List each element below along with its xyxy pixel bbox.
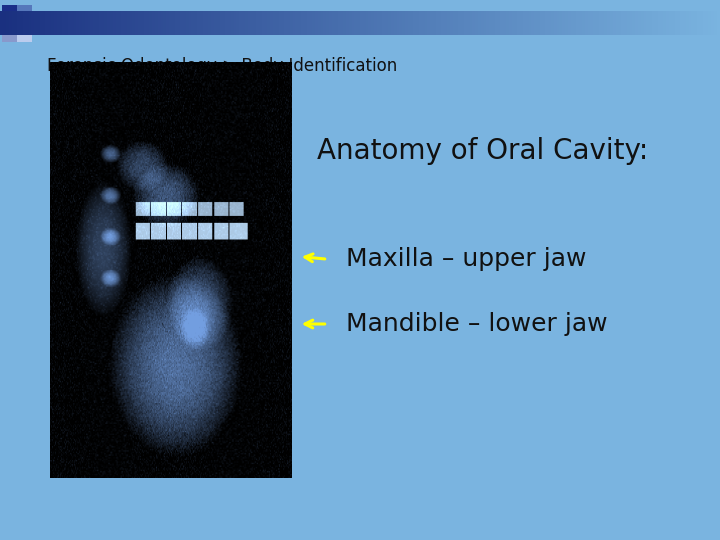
Bar: [2, 5, 17, 23]
Text: Mandible – lower jaw: Mandible – lower jaw: [346, 312, 607, 336]
Text: Forensic Odontology > Body Identification: Forensic Odontology > Body Identificatio…: [47, 57, 397, 75]
Bar: [17, 24, 32, 42]
Text: Anatomy of Oral Cavity:: Anatomy of Oral Cavity:: [317, 137, 648, 165]
Text: Maxilla – upper jaw: Maxilla – upper jaw: [346, 247, 586, 271]
Bar: [2, 24, 17, 42]
Bar: [17, 5, 32, 23]
